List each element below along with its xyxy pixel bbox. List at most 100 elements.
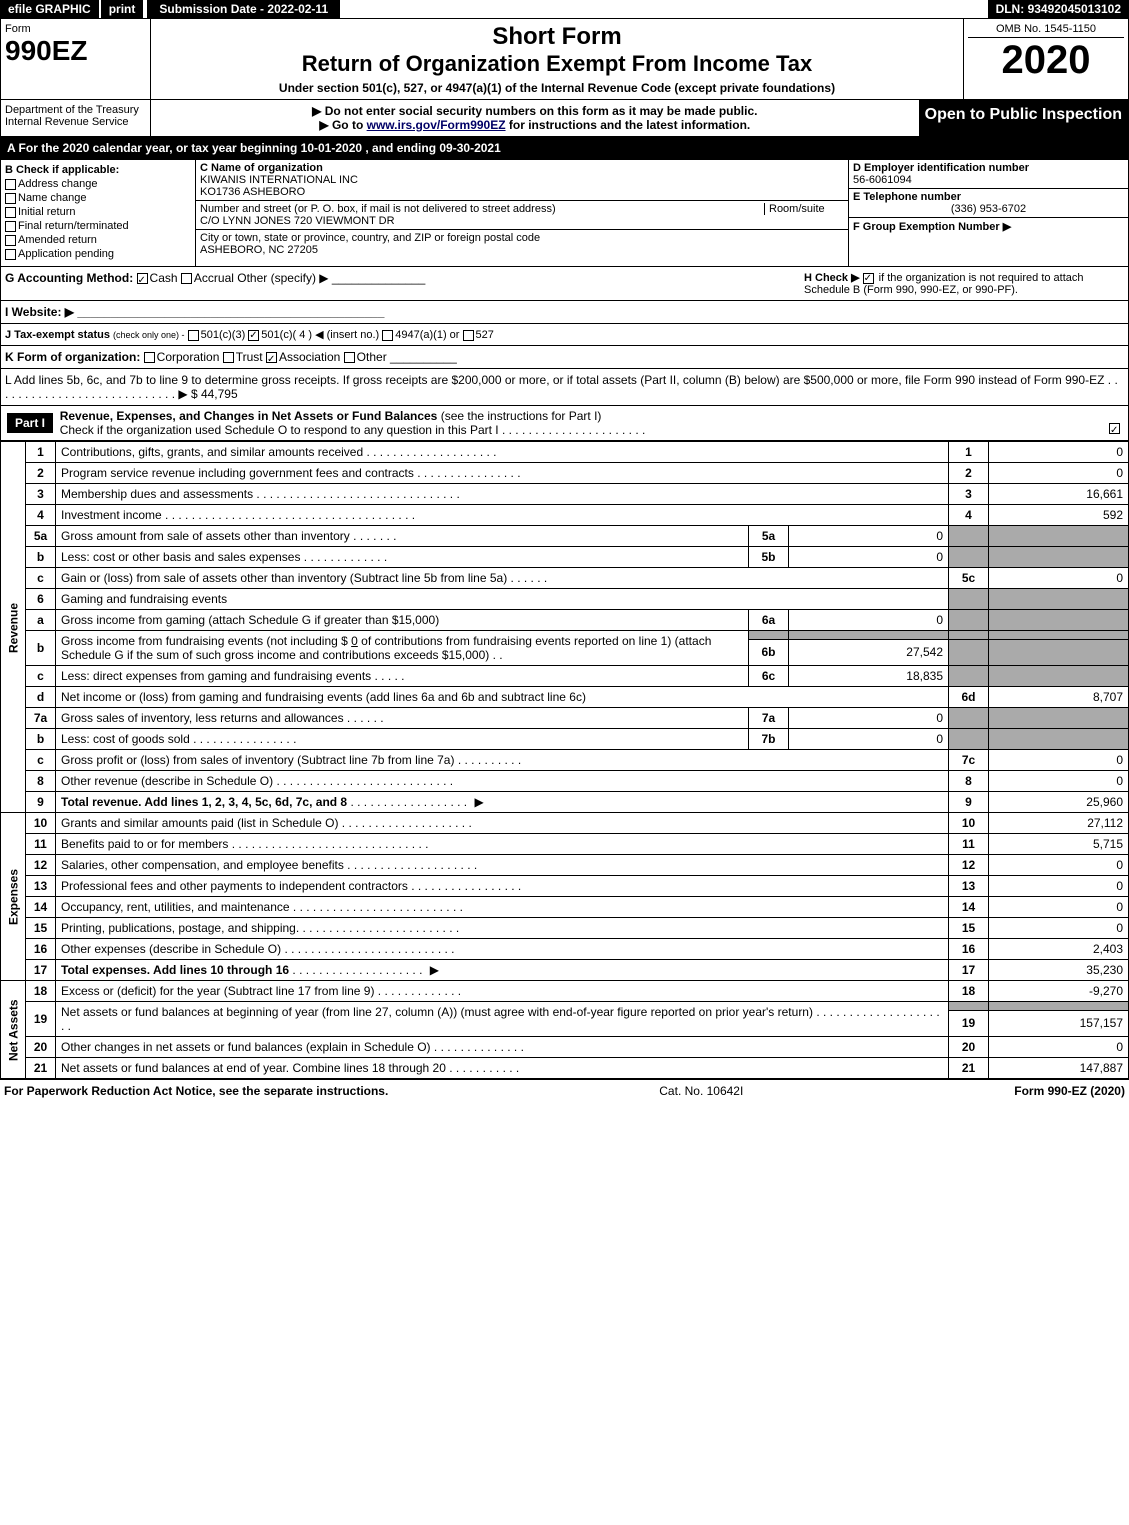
- department: Department of the Treasury Internal Reve…: [1, 100, 151, 136]
- cb-accrual[interactable]: [181, 273, 192, 284]
- cb-501c[interactable]: [248, 330, 259, 341]
- line-12-val: 0: [989, 855, 1129, 876]
- cb-amended[interactable]: Amended return: [5, 234, 191, 246]
- ein: 56-6061094: [853, 174, 1124, 186]
- line-6d-val: 8,707: [989, 687, 1129, 708]
- line-17-val: 35,230: [989, 960, 1129, 981]
- line-4-val: 592: [989, 505, 1129, 526]
- city-row: City or town, state or province, country…: [196, 230, 848, 258]
- short-form-title: Short Form: [155, 23, 959, 51]
- main-title: Return of Organization Exempt From Incom…: [155, 51, 959, 77]
- org-name-row: C Name of organization KIWANIS INTERNATI…: [196, 160, 848, 201]
- section-j: J Tax-exempt status (check only one) - 5…: [0, 324, 1129, 346]
- line-18-val: -9,270: [989, 981, 1129, 1002]
- line-6c-val: 18,835: [789, 666, 949, 687]
- part-i-header: Part I Revenue, Expenses, and Changes in…: [0, 406, 1129, 441]
- print-button[interactable]: print: [101, 0, 144, 18]
- cb-trust[interactable]: [223, 352, 234, 363]
- revenue-label: Revenue: [1, 442, 26, 813]
- irs-link[interactable]: www.irs.gov/Form990EZ: [367, 118, 506, 132]
- form-header: Form 990EZ Short Form Return of Organiza…: [0, 18, 1129, 100]
- section-a-period: A For the 2020 calendar year, or tax yea…: [0, 137, 1129, 159]
- expenses-label: Expenses: [1, 813, 26, 981]
- line-11-val: 5,715: [989, 834, 1129, 855]
- gross-receipts: ▶ $ 44,795: [178, 387, 237, 401]
- cb-schedule-b[interactable]: [863, 273, 874, 284]
- line-21-val: 147,887: [989, 1058, 1129, 1079]
- cb-4947[interactable]: [382, 330, 393, 341]
- ssn-warning: ▶ Do not enter social security numbers o…: [155, 104, 915, 118]
- part-i-table: Revenue 1 Contributions, gifts, grants, …: [0, 441, 1129, 1079]
- row-gh: G Accounting Method: Cash Accrual Other …: [0, 267, 1129, 301]
- line-2-val: 0: [989, 463, 1129, 484]
- cb-final-return[interactable]: Final return/terminated: [5, 220, 191, 232]
- line-14-val: 0: [989, 897, 1129, 918]
- line-3-val: 16,661: [989, 484, 1129, 505]
- form-number: 990EZ: [5, 35, 146, 67]
- cb-other-org[interactable]: [344, 352, 355, 363]
- cb-cash[interactable]: [137, 273, 148, 284]
- instructions: ▶ Do not enter social security numbers o…: [151, 100, 919, 136]
- public-inspection: Open to Public Inspection: [919, 100, 1128, 136]
- form-title-box: Short Form Return of Organization Exempt…: [151, 19, 963, 99]
- line-20-val: 0: [989, 1037, 1129, 1058]
- line-7c-val: 0: [989, 750, 1129, 771]
- line-9-val: 25,960: [989, 792, 1129, 813]
- section-c: C Name of organization KIWANIS INTERNATI…: [196, 160, 848, 266]
- section-b: B Check if applicable: Address change Na…: [1, 160, 196, 266]
- section-i-website: I Website: ▶ ___________________________…: [0, 301, 1129, 324]
- line-13-val: 0: [989, 876, 1129, 897]
- cb-527[interactable]: [463, 330, 474, 341]
- cb-name-change[interactable]: Name change: [5, 192, 191, 204]
- form-ref: Form 990-EZ (2020): [1014, 1084, 1125, 1098]
- line-6b-val: 27,542: [789, 639, 949, 665]
- line-5a-val: 0: [789, 526, 949, 547]
- form-label: Form: [5, 23, 146, 35]
- sub-header: Department of the Treasury Internal Reve…: [0, 100, 1129, 137]
- goto-link-row: ▶ Go to www.irs.gov/Form990EZ for instru…: [155, 118, 915, 132]
- cb-schedule-o[interactable]: [1109, 423, 1120, 434]
- line-8-val: 0: [989, 771, 1129, 792]
- street-address: C/O LYNN JONES 720 VIEWMONT DR: [200, 215, 844, 227]
- org-name2: KO1736 ASHEBORO: [200, 186, 844, 198]
- year-box: OMB No. 1545-1150 2020: [963, 19, 1128, 99]
- cb-address-change[interactable]: Address change: [5, 178, 191, 190]
- cb-501c3[interactable]: [188, 330, 199, 341]
- info-grid: B Check if applicable: Address change Na…: [0, 159, 1129, 267]
- group-exemption: F Group Exemption Number ▶: [849, 218, 1128, 235]
- cb-corp[interactable]: [144, 352, 155, 363]
- submission-date: Submission Date - 2022-02-11: [147, 0, 340, 18]
- phone: (336) 953-6702: [853, 203, 1124, 215]
- city-state-zip: ASHEBORO, NC 27205: [200, 244, 844, 256]
- omb-number: OMB No. 1545-1150: [968, 23, 1124, 38]
- cat-number: Cat. No. 10642I: [659, 1084, 743, 1098]
- efile-graphic[interactable]: efile GRAPHIC: [0, 0, 101, 18]
- dln: DLN: 93492045013102: [988, 0, 1129, 18]
- section-g: G Accounting Method: Cash Accrual Other …: [5, 271, 425, 296]
- page-footer: For Paperwork Reduction Act Notice, see …: [0, 1079, 1129, 1102]
- paperwork-notice: For Paperwork Reduction Act Notice, see …: [4, 1084, 388, 1098]
- tax-year: 2020: [968, 38, 1124, 83]
- netassets-label: Net Assets: [1, 981, 26, 1079]
- section-l: L Add lines 5b, 6c, and 7b to line 9 to …: [0, 369, 1129, 406]
- form-number-box: Form 990EZ: [1, 19, 151, 99]
- section-k: K Form of organization: Corporation Trus…: [0, 346, 1129, 369]
- org-name: KIWANIS INTERNATIONAL INC: [200, 174, 844, 186]
- ein-row: D Employer identification number 56-6061…: [849, 160, 1128, 189]
- line-7b-val: 0: [789, 729, 949, 750]
- line-6a-val: 0: [789, 610, 949, 631]
- under-section: Under section 501(c), 527, or 4947(a)(1)…: [155, 81, 959, 95]
- cb-assoc[interactable]: [266, 352, 277, 363]
- line-10-val: 27,112: [989, 813, 1129, 834]
- section-de: D Employer identification number 56-6061…: [848, 160, 1128, 266]
- line-15-val: 0: [989, 918, 1129, 939]
- cb-initial-return[interactable]: Initial return: [5, 206, 191, 218]
- top-bar: efile GRAPHIC print Submission Date - 20…: [0, 0, 1129, 18]
- cb-pending[interactable]: Application pending: [5, 248, 191, 260]
- section-h: H Check ▶ if the organization is not req…: [804, 271, 1124, 296]
- line-7a-val: 0: [789, 708, 949, 729]
- line-5b-val: 0: [789, 547, 949, 568]
- line-1-val: 0: [989, 442, 1129, 463]
- line-16-val: 2,403: [989, 939, 1129, 960]
- phone-row: E Telephone number (336) 953-6702: [849, 189, 1128, 218]
